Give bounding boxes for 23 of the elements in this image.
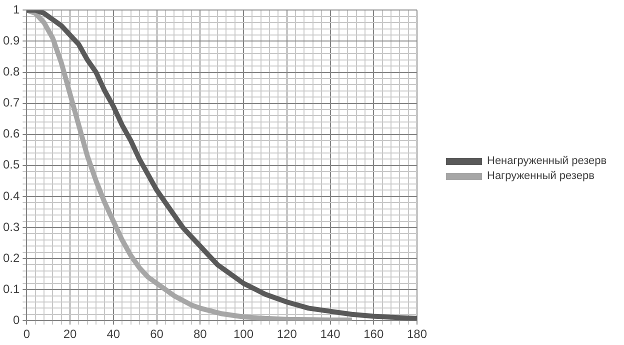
- x-tick-label: 160: [364, 327, 384, 342]
- x-tick-label: 140: [320, 327, 341, 342]
- y-tick-label: 0.5: [2, 158, 20, 172]
- x-tick-label: 40: [106, 327, 120, 342]
- x-tick-label: 20: [63, 327, 78, 342]
- y-tick-label: 0.3: [2, 220, 20, 234]
- y-tick-label: 1: [12, 2, 20, 17]
- y-tick-label: 0.7: [2, 96, 20, 110]
- y-tick-label: 0.4: [2, 188, 20, 203]
- x-tick-label: 180: [406, 327, 428, 342]
- x-tick-label: 100: [234, 327, 254, 342]
- y-tick-label: 0: [12, 312, 20, 327]
- y-tick-label: 0.8: [2, 64, 20, 79]
- y-tick-label: 0.9: [2, 34, 20, 48]
- x-tick-label: 60: [150, 327, 164, 342]
- legend-label: Ненагруженный резерв: [487, 155, 607, 167]
- y-tick-label: 0.2: [2, 250, 20, 265]
- y-tick-label: 0.6: [2, 126, 20, 141]
- x-tick-label: 80: [193, 327, 208, 342]
- x-tick-label: 120: [276, 327, 298, 342]
- x-tick-label: 0: [23, 327, 30, 342]
- y-tick-label: 0.1: [2, 282, 20, 296]
- legend-label: Нагруженный резерв: [487, 170, 594, 182]
